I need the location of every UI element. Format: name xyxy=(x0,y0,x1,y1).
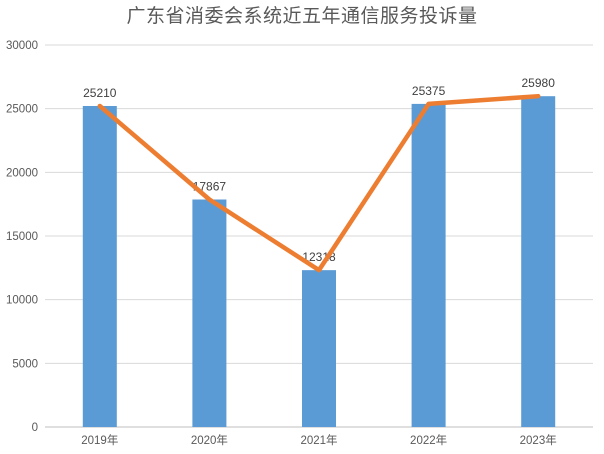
line-series xyxy=(97,93,541,273)
y-tick-label: 0 xyxy=(32,422,38,434)
y-tick-label: 20000 xyxy=(6,167,38,179)
x-tick-label: 2020年 xyxy=(191,433,228,447)
chart-title: 广东省消委会系统近五年通信服务投诉量 xyxy=(126,6,478,27)
y-tick-label: 15000 xyxy=(6,231,38,243)
x-tick-label: 2022年 xyxy=(410,433,447,447)
bar-2023年 xyxy=(521,96,556,428)
data-label: 25375 xyxy=(412,84,446,98)
y-tick-label: 25000 xyxy=(6,104,38,116)
bar-2020年 xyxy=(192,199,227,427)
data-label: 25210 xyxy=(83,86,117,100)
x-tick-label: 2019年 xyxy=(81,433,118,447)
data-label: 25980 xyxy=(522,76,556,90)
bar-2019年 xyxy=(82,105,117,427)
y-tick-label: 30000 xyxy=(6,40,38,52)
bar-2021年 xyxy=(302,270,336,427)
y-tick-label: 5000 xyxy=(12,358,38,370)
y-tick-label: 10000 xyxy=(6,295,38,307)
x-tick-label: 2023年 xyxy=(520,433,557,447)
bar-2022年 xyxy=(411,103,446,428)
x-tick-label: 2021年 xyxy=(300,433,337,447)
